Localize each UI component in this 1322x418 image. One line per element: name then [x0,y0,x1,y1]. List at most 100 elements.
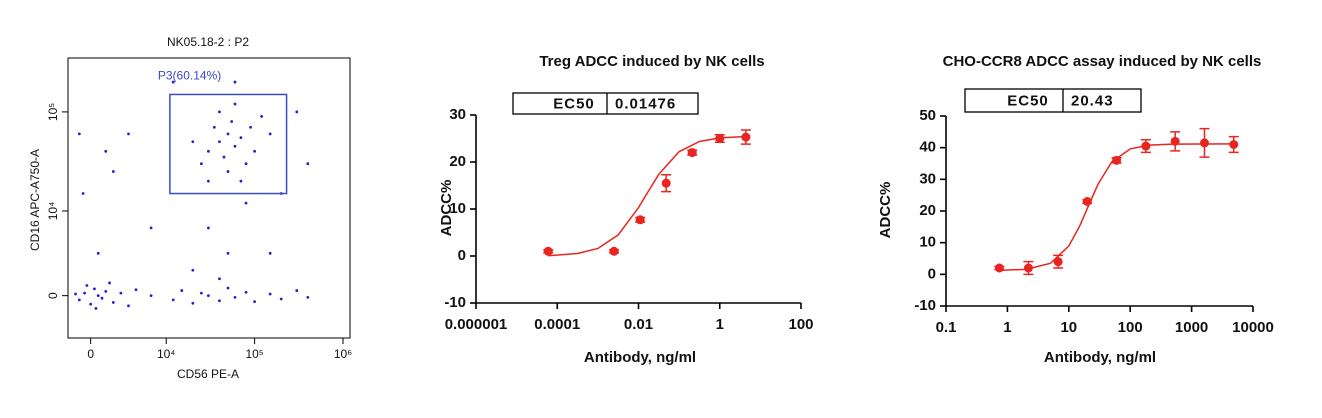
data-point [1199,138,1209,148]
ec50-value: 20.43 [1071,92,1114,109]
y-tick-label: 0 [928,265,936,282]
y-tick-label: -10 [914,297,936,314]
fit-curve [999,143,1234,272]
event-dot [253,300,257,303]
event-dot [244,290,248,294]
data-point [994,263,1004,273]
event-dot [74,292,77,296]
event-dot [233,102,237,106]
event-dot [199,291,203,295]
event-dot [226,286,230,290]
event-dot [295,110,299,114]
event-dot [83,291,87,295]
y-tick-label: 30 [449,106,466,123]
event-dot [180,289,184,292]
event-dot [111,170,115,173]
event-dot [96,294,100,298]
event-dot [212,125,216,129]
y-tick-label: 10 [919,234,936,251]
event-dot [77,132,81,136]
y-tick-label: 10⁵ [46,103,60,121]
x-tick-label: 1000 [1175,319,1208,336]
event-dot [81,192,85,195]
ec50-label: EC50 [553,95,595,112]
y-tick-label: 20 [449,153,466,170]
event-dot [206,226,210,230]
event-dot [222,155,226,159]
event-dot [260,115,264,118]
event-dot [226,132,230,136]
event-dot [149,226,153,230]
event-dot [119,291,123,295]
event-dot [233,80,237,84]
x-tick-label: 0.000001 [445,316,508,333]
event-dot [100,296,104,300]
y-tick-label: 0 [46,292,60,299]
y-tick-label: 30 [919,170,936,187]
event-dot [268,251,272,255]
x-tick-label: 0.1 [936,319,957,336]
data-point [1053,257,1063,267]
data-point [715,134,725,143]
event-dot [85,284,89,287]
ec50-box [964,88,1142,113]
event-dot [306,162,310,166]
x-tick-label: 10⁴ [157,347,176,361]
ec50-label: EC50 [1007,92,1049,109]
event-dot [230,120,234,123]
data-point [1082,197,1092,206]
gate [169,93,288,195]
y-tick-label: 20 [919,202,936,219]
event-dot [108,281,111,285]
data-point [1023,263,1033,273]
event-dot [199,162,203,166]
chart-title: Treg ADCC induced by NK cells [539,53,764,70]
data-point [1170,136,1180,146]
x-tick-label: 0.0001 [534,316,580,333]
event-dot [233,144,237,148]
event-dot [233,295,237,299]
y-tick-label: 50 [919,107,936,124]
x-tick-label: 100 [788,316,813,333]
event-dot [268,292,272,296]
data-point [1112,155,1122,165]
event-dot [191,268,195,272]
event-dot [171,298,175,302]
x-tick-label: 10⁵ [245,347,263,361]
event-dot [111,301,115,304]
x-axis-label: CD56 PE-A [177,367,239,381]
event-dot [244,201,248,205]
event-dot [253,149,257,153]
y-tick-label: -10 [444,294,466,311]
x-axis-label: Antibody, ng/ml [584,349,696,366]
event-dot [218,140,221,144]
event-dot [206,179,210,183]
event-dot [94,306,98,310]
x-tick-label: 10⁶ [334,347,352,361]
data-point [661,178,671,188]
event-dot [191,140,195,144]
event-dot [249,125,252,129]
x-tick-label: 10 [1060,319,1077,336]
event-dot [295,289,299,292]
y-axis-label: CD16 APC-A750-A [28,149,42,251]
event-dot [226,251,230,255]
event-dot [93,287,96,291]
data-point [543,246,553,256]
event-dot [149,294,153,298]
data-point [609,246,619,256]
y-axis-label: ADCC% [438,180,455,237]
event-dot [89,302,93,306]
event-dot [206,294,210,298]
event-dot [127,304,130,308]
event-dot [306,295,310,299]
event-dot [244,162,248,166]
event-dot [239,136,243,140]
data-point [741,132,751,142]
event-dot [226,170,230,173]
plot-frame [67,57,351,339]
event-dot [206,149,210,153]
y-tick-label: 10⁴ [46,202,60,221]
